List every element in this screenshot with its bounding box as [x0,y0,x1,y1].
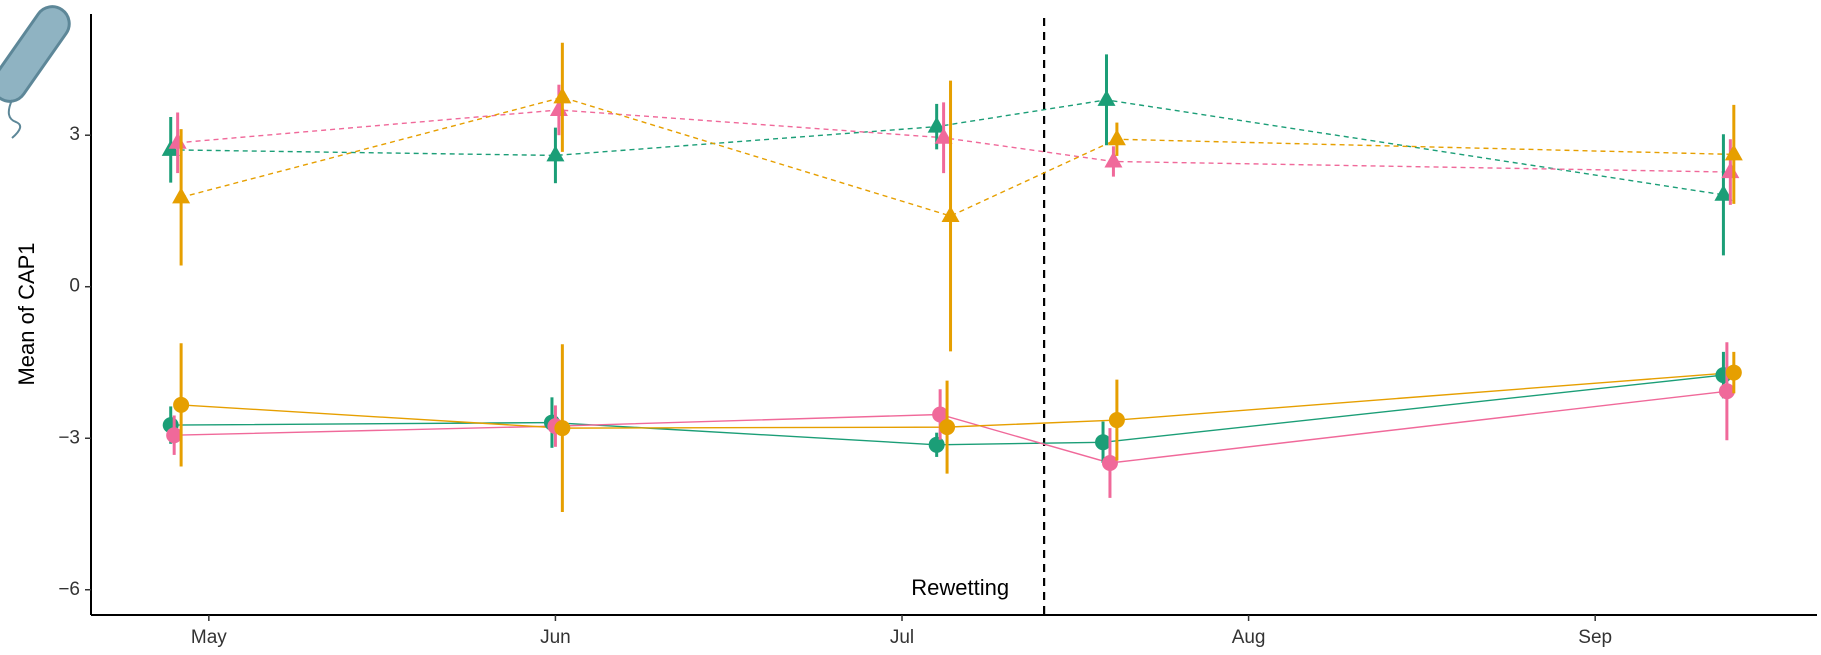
point [929,437,945,453]
y-tick-label: −6 [58,579,80,600]
series-line [171,100,1724,195]
x-tick-label: Aug [1232,627,1266,648]
point [1726,365,1742,381]
point [1725,144,1743,160]
x-tick-label: Jun [540,627,571,648]
y-axis-title: Mean of CAP1 [14,242,39,385]
point [939,419,955,435]
point [1104,151,1122,167]
point [554,420,570,436]
rewetting-label: Rewetting [911,575,1009,600]
x-tick-label: Jul [890,627,914,648]
point [173,397,189,413]
y-tick-label: 3 [69,124,80,145]
series-line [181,97,1734,216]
series-line [178,110,1731,172]
point [172,187,190,203]
x-tick-label: May [191,627,227,648]
bacterium-icon [0,0,76,138]
point [1108,129,1126,145]
x-tick-label: Sep [1578,627,1612,648]
point [553,87,571,103]
y-tick-label: 0 [69,276,80,297]
y-tick-label: −3 [58,427,80,448]
chart: Mean of CAP1 −6 −3 0 3 May Jun Jul Aug Sep Rewett… [0,0,1821,655]
point [1097,90,1115,106]
point [1109,412,1125,428]
